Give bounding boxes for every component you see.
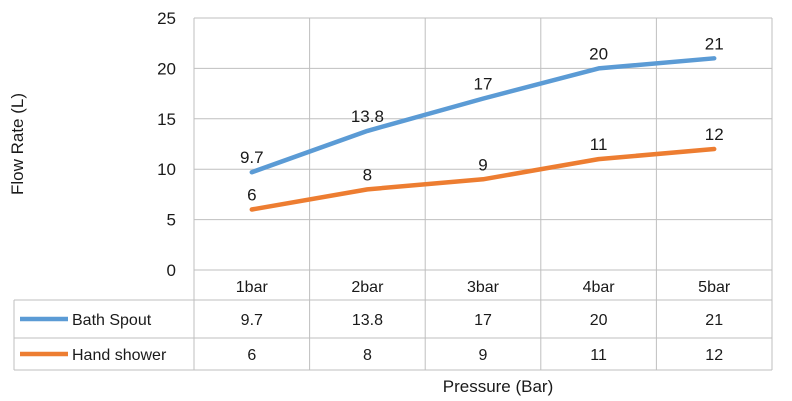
y-tick-label: 25	[157, 9, 176, 28]
data-label: 8	[363, 165, 372, 184]
y-axis-title: Flow Rate (L)	[8, 93, 27, 195]
y-tick-label: 0	[167, 261, 176, 280]
y-axis-ticks: 0 5 10 15 20 25	[157, 9, 176, 280]
grid-lines	[193, 17, 773, 370]
x-axis-title: Pressure (Bar)	[443, 377, 554, 396]
table-cell: 9	[479, 347, 488, 364]
table-cell: 20	[590, 312, 608, 329]
x-category-label: 1bar	[236, 279, 269, 296]
y-tick-label: 20	[157, 59, 176, 78]
legend-label: Bath Spout	[72, 312, 152, 329]
x-category-label: 5bar	[698, 279, 731, 296]
data-label: 13.8	[351, 107, 384, 126]
data-label: 20	[589, 44, 608, 63]
table-cell: 6	[247, 347, 256, 364]
data-label: 9.7	[240, 148, 264, 167]
x-axis-categories: 1bar 2bar 3bar 4bar 5bar	[236, 279, 731, 296]
x-category-label: 3bar	[467, 279, 500, 296]
table-cell: 12	[705, 347, 723, 364]
data-label: 11	[590, 135, 608, 154]
table-cell: 9.7	[241, 312, 263, 329]
data-label: 12	[705, 125, 724, 144]
data-label: 17	[474, 75, 493, 94]
data-label: 21	[705, 34, 724, 53]
x-category-label: 2bar	[351, 279, 384, 296]
table-cell: 21	[705, 312, 723, 329]
data-table-lines	[13, 299, 772, 371]
y-tick-label: 15	[157, 110, 176, 129]
data-label: 9	[478, 155, 487, 174]
table-cell: 8	[363, 347, 372, 364]
y-tick-label: 10	[157, 160, 176, 179]
table-cell: 13.8	[352, 312, 383, 329]
legend-label: Hand shower	[72, 347, 167, 364]
data-label: 6	[247, 186, 256, 205]
data-labels: 9.7 13.8 17 20 21 6 8 9 11 12	[240, 34, 724, 204]
series-lines	[249, 56, 717, 212]
table-cell: 17	[474, 312, 492, 329]
data-table: Bath Spout 9.7 13.8 17 20 21 Hand shower 6 8 9 11 1…	[20, 312, 723, 364]
table-cell: 11	[590, 347, 607, 364]
y-tick-label: 5	[167, 211, 176, 230]
x-category-label: 4bar	[583, 279, 616, 296]
